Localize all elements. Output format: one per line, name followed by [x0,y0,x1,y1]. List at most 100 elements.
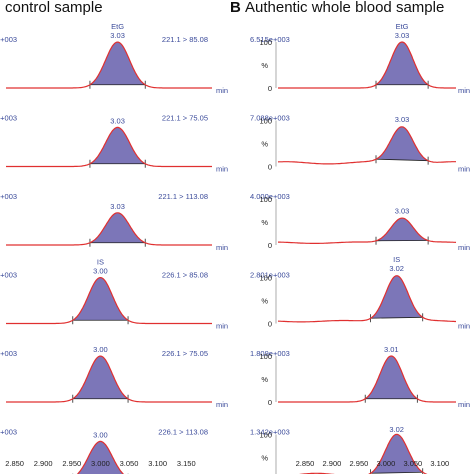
right-peak-area [376,126,429,161]
right-rt-label: 3.02 [389,425,404,434]
left-transition-label: 226.1 > 75.05 [162,349,208,358]
left-trace-row: 3.03 e+003 221.1 > 75.05 min [0,114,228,174]
right-y-tick-label: 0 [268,241,272,250]
left-x-tick-label: 3.100 [148,459,167,468]
right-y-tick-label: % [261,454,268,463]
left-trace-line [6,212,212,246]
left-transition-label: 221.1 > 85.08 [162,35,208,44]
left-trace-line [6,355,212,403]
right-integration-baseline [370,471,423,474]
left-trace-row: 3.03 e+003 221.1 > 113.08 min [0,192,228,252]
right-rt-label: 3.03 [395,115,410,124]
right-x-unit-label: min [458,86,470,95]
right-y-tick-label: 0 [268,84,272,93]
right-x-unit-label: min [458,400,470,409]
right-x-unit-label: min [458,165,470,174]
left-peak-area [72,356,129,399]
left-compound-label: IS [97,258,104,267]
right-peak-area [370,275,423,319]
right-y-tick-label: 100 [259,38,272,47]
left-intensity-label: e+003 [0,428,17,437]
right-trace-line [278,41,456,89]
right-intensity-label: 6.515e+003 [250,35,290,44]
left-x-unit-label: min [216,400,228,409]
left-x-unit-label: min [216,322,228,331]
left-transition-label: 221.1 > 75.05 [162,114,208,123]
right-y-tick-label: % [261,375,268,384]
left-rt-label: 3.00 [93,267,108,276]
right-integration-baseline [375,158,429,162]
right-x-tick-label: 3.050 [403,459,422,468]
right-x-unit-label: min [458,243,470,252]
right-trace-line [298,433,428,474]
left-rt-label: 3.00 [93,345,108,354]
right-y-tick-label: 100 [259,117,272,126]
right-rt-label: 3.03 [395,31,410,40]
right-y-tick-label: % [261,218,268,227]
right-y-tick-label: 0 [268,320,272,329]
left-intensity-label: e+003 [0,349,17,358]
right-compound-label: EtG [396,22,409,31]
right-peak-area [376,218,429,241]
left-intensity-label: e+003 [0,114,17,123]
right-peak-area [376,42,429,85]
right-y-tick-label: 0 [268,163,272,172]
right-x-tick-label: 2.950 [350,459,369,468]
left-x-tick-label: 2.900 [34,459,53,468]
right-y-tick-label: 100 [259,195,272,204]
right-x-tick-label: 2.900 [323,459,342,468]
right-intensity-label: 4.000e+003 [250,192,290,201]
left-rt-label: 3.03 [110,31,125,40]
left-trace-line [6,41,212,89]
right-panel-title: Authentic whole blood sample [245,0,444,16]
right-panel-letter: B [230,0,241,16]
left-x-unit-label: min [216,165,228,174]
right-peak-area [370,434,423,474]
left-x-tick-label: 3.050 [120,459,139,468]
left-trace-row: 3.00 e+003 226.1 > 75.05 min [0,345,228,409]
left-x-tick-label: 2.950 [62,459,81,468]
right-x-unit-label: min [458,322,470,331]
left-x-unit-label: min [216,86,228,95]
left-compound-label: EtG [111,22,124,31]
left-transition-label: 226.1 > 85.08 [162,271,208,280]
right-intensity-label: 7.088e+003 [250,114,290,123]
right-y-tick-label: 100 [259,274,272,283]
left-panel-title: control sample [5,0,103,16]
left-rt-label: 3.03 [110,202,125,211]
left-x-tick-label: 2.850 [5,459,24,468]
right-y-tick-label: % [261,61,268,70]
right-intensity-label: 1.342e+003 [250,428,290,437]
left-rt-label: 3.03 [110,116,125,125]
left-trace-line [76,440,125,474]
left-peak-area [72,277,129,321]
left-trace-line [6,126,212,168]
left-transition-label: 221.1 > 113.08 [158,192,208,201]
right-rt-label: 3.03 [395,206,410,215]
right-x-tick-label: 2.850 [296,459,315,468]
right-x-tick-label: 3.000 [376,459,395,468]
right-x-tick-label: 3.100 [430,459,449,468]
left-rt-label: 3.00 [93,430,108,439]
left-x-unit-label: min [216,243,228,252]
left-intensity-label: e+003 [0,271,17,280]
left-x-tick-label: 3.000 [91,459,110,468]
left-trace-row: IS3.00 e+003 226.1 > 85.08 min [0,258,228,331]
left-trace-line [6,277,212,325]
right-y-tick-label: 0 [268,398,272,407]
right-y-tick-label: 100 [259,352,272,361]
right-trace-line [278,355,456,403]
right-intensity-label: 1.809e+003 [250,349,290,358]
right-trace-line [277,126,456,165]
right-integration-baseline [370,316,423,319]
right-peak-area [365,356,418,399]
right-trace-line [278,217,457,244]
